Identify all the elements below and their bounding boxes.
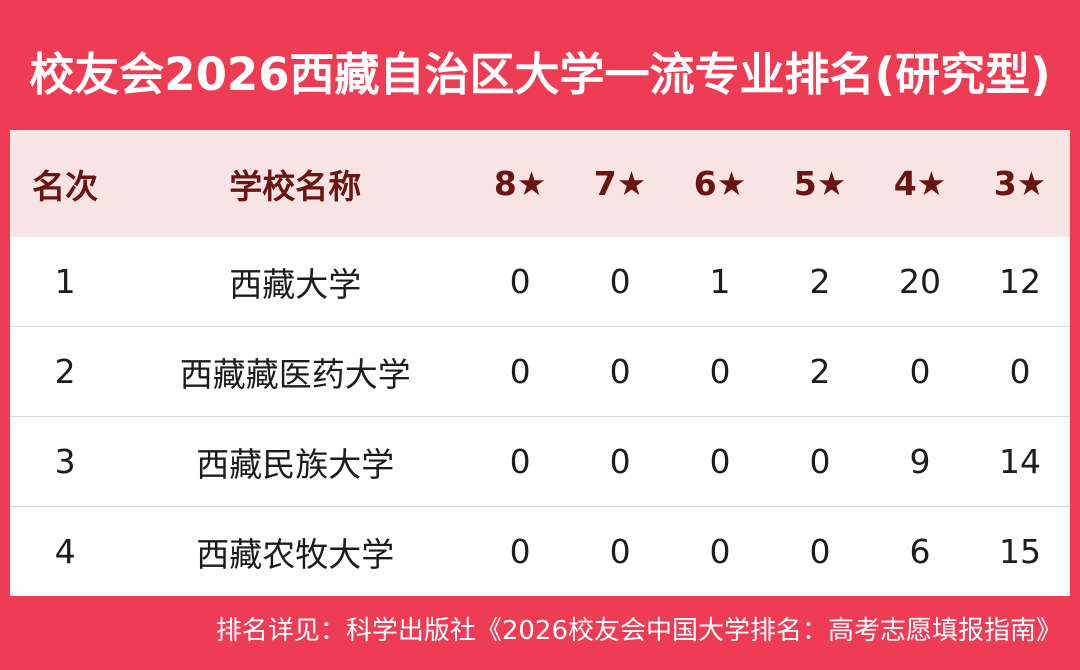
star-count-cell: 0 [670,506,771,596]
star-count-cell: 0 [570,416,671,507]
header-row: 名次 学校名称 8★ 7★ 6★ 5★ 4★ 3★ [10,130,1070,237]
star-count-cell: 1 [670,237,771,327]
star-count-cell: 0 [470,237,571,327]
star-count-cell: 0 [470,506,571,596]
star-count-cell: 0 [969,326,1070,417]
star-count-cell: 20 [870,237,970,327]
rank-cell: 2 [10,326,121,417]
star-count-cell: 0 [570,326,671,417]
ranking-table: 名次 学校名称 8★ 7★ 6★ 5★ 4★ 3★ 1 西藏大学 0 0 1 2… [10,130,1070,596]
rank-cell: 4 [10,506,121,596]
school-cell: 西藏农牧大学 [120,506,471,596]
star-count-cell: 12 [969,237,1070,327]
footer-note: 排名详见：科学出版社《2026校友会中国大学排名：高考志愿填报指南》 [215,615,1062,646]
column-header-4star: 4★ [870,130,970,237]
column-header-school: 学校名称 [120,130,471,237]
column-header-3star: 3★ [969,130,1070,237]
page-title: 校友会2026西藏自治区大学一流专业排名(研究型) [29,47,1051,101]
school-cell: 西藏民族大学 [120,416,471,507]
title-bar: 校友会2026西藏自治区大学一流专业排名(研究型) [10,10,1070,130]
star-count-cell: 14 [969,416,1070,507]
star-count-cell: 0 [470,416,571,507]
star-count-cell: 2 [770,326,870,417]
star-count-cell: 0 [770,416,870,507]
star-count-cell: 0 [570,237,671,327]
star-count-cell: 0 [870,326,970,417]
star-count-cell: 0 [470,326,571,417]
star-count-cell: 2 [770,237,870,327]
table-row: 3 西藏民族大学 0 0 0 0 9 14 [10,416,1070,507]
footer-bar: 排名详见：科学出版社《2026校友会中国大学排名：高考志愿填报指南》 [10,596,1070,660]
star-count-cell: 0 [670,326,771,417]
school-cell: 西藏藏医药大学 [120,326,471,417]
rank-cell: 3 [10,416,121,507]
column-header-5star: 5★ [770,130,870,237]
star-count-cell: 0 [770,506,870,596]
column-header-6star: 6★ [670,130,771,237]
star-count-cell: 0 [570,506,671,596]
column-header-8star: 8★ [470,130,571,237]
table-row: 1 西藏大学 0 0 1 2 20 12 [10,237,1070,327]
column-header-rank: 名次 [10,130,121,237]
star-count-cell: 15 [969,506,1070,596]
table-row: 4 西藏农牧大学 0 0 0 0 6 15 [10,506,1070,596]
star-count-cell: 6 [870,506,970,596]
table-row: 2 西藏藏医药大学 0 0 0 2 0 0 [10,326,1070,417]
column-header-7star: 7★ [570,130,671,237]
school-cell: 西藏大学 [120,237,471,327]
star-count-cell: 9 [870,416,970,507]
star-count-cell: 0 [670,416,771,507]
rank-cell: 1 [10,237,121,327]
